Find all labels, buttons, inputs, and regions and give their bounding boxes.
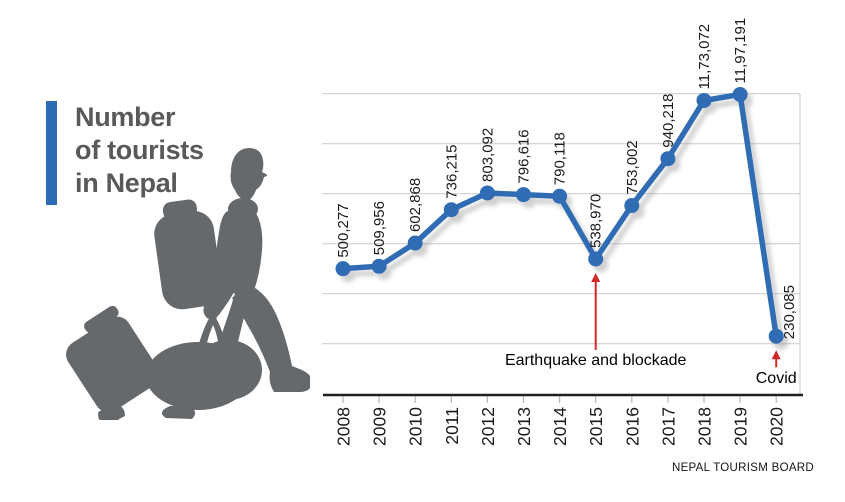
data-point-2017: [660, 151, 676, 167]
value-label-2013: 796,616: [516, 129, 533, 183]
data-point-2020: [768, 328, 784, 344]
year-label-2015: 2015: [586, 407, 606, 446]
year-label-2008: 2008: [334, 407, 354, 446]
walking-tourist-silhouette: [66, 148, 310, 420]
data-series: [335, 86, 784, 344]
year-label-2019: 2019: [731, 407, 751, 446]
year-label-2017: 2017: [658, 407, 678, 446]
data-point-2008: [335, 261, 351, 277]
year-label-2010: 2010: [406, 407, 426, 446]
data-point-2014: [552, 188, 568, 204]
data-point-2012: [479, 185, 495, 201]
value-label-2008: 500,277: [335, 203, 352, 257]
title-accent-bar: [46, 101, 57, 205]
suitcase-icon: [66, 305, 160, 420]
value-label-2014: 790,118: [552, 132, 569, 185]
data-point-2015: [588, 251, 604, 267]
data-point-2016: [624, 197, 640, 213]
value-label-2015: 538,970: [588, 194, 605, 248]
value-label-2018: 11,73,072: [696, 24, 713, 90]
data-point-2009: [371, 258, 387, 274]
data-point-2010: [407, 235, 423, 251]
value-label-2009: 509,956: [371, 201, 388, 255]
year-label-2013: 2013: [514, 407, 534, 446]
annotation-text-2020: Covid: [756, 370, 797, 387]
year-label-2014: 2014: [550, 407, 570, 446]
value-label-2011: 736,215: [443, 144, 460, 198]
annotation-arrowhead-icon: [591, 273, 601, 283]
year-label-2018: 2018: [695, 407, 715, 446]
data-point-2018: [696, 92, 712, 108]
value-label-2019: 11,97,191: [732, 18, 749, 84]
year-label-2011: 2011: [442, 407, 462, 445]
data-point-2011: [443, 202, 459, 218]
value-label-2012: 803,092: [479, 128, 496, 182]
backpack-icon: [154, 199, 222, 310]
year-label-2016: 2016: [622, 407, 642, 446]
annotation-arrowhead-icon: [771, 350, 781, 360]
value-label-2016: 753,002: [624, 140, 641, 194]
title-block: Number of tourists in Nepal: [46, 101, 204, 205]
source-credit: NEPAL TOURISM BOARD: [671, 462, 814, 474]
data-point-2013: [516, 187, 531, 203]
annotation-text-2015: Earthquake and blockade: [505, 352, 687, 369]
data-point-2019: [732, 86, 748, 102]
value-label-2010: 602,868: [407, 178, 424, 232]
value-label-2017: 940,218: [660, 93, 677, 147]
year-label-2012: 2012: [478, 407, 498, 446]
chart-title: Number of tourists in Nepal: [75, 102, 204, 198]
value-label-2020: 230,085: [781, 285, 798, 339]
year-label-2009: 2009: [370, 407, 390, 446]
year-label-2020: 2020: [767, 407, 787, 446]
